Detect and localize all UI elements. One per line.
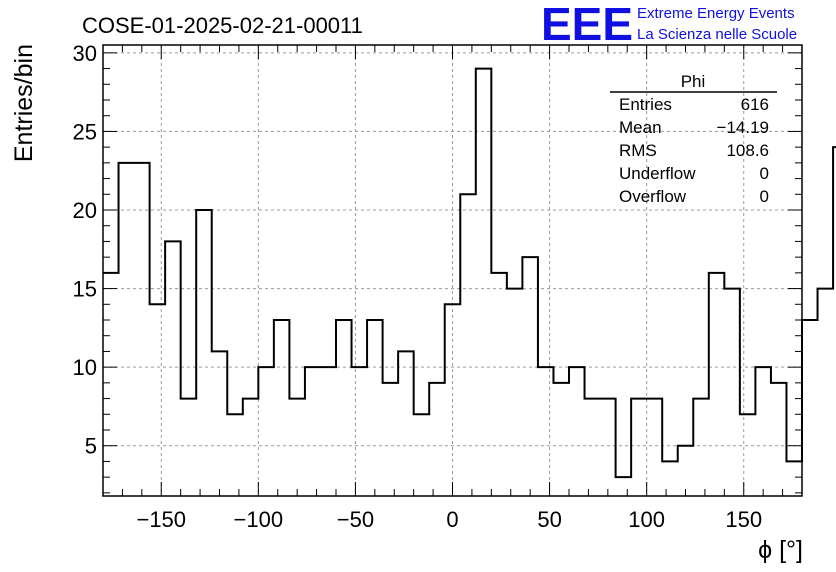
- y-tick-labels: 5 10 15 20 25 30: [73, 41, 97, 459]
- stats-value-overflow: 0: [760, 187, 769, 206]
- y-tick-label: 30: [73, 41, 97, 66]
- y-tick-label: 5: [85, 434, 97, 459]
- axis-ticks: [102, 45, 803, 496]
- y-tick-label: 10: [73, 355, 97, 380]
- stats-value-underflow: 0: [760, 164, 769, 183]
- logo-line-2: La Scienza nelle Scuole: [637, 26, 797, 43]
- stats-value-rms: 108.6: [726, 141, 769, 160]
- histogram-outline: [103, 67, 836, 479]
- x-tick-label: 150: [725, 507, 762, 532]
- plot-frame: [102, 44, 803, 497]
- stats-box: Phi Entries 616 Mean −14.19 RMS 108.6 Un…: [610, 72, 777, 206]
- stats-label-mean: Mean: [619, 118, 662, 137]
- x-tick-label: 0: [446, 507, 458, 532]
- y-axis-label: Entries/bin: [10, 44, 38, 162]
- y-tick-label: 25: [73, 119, 97, 144]
- chart-title: COSE-01-2025-02-21-00011: [82, 13, 363, 38]
- x-axis-label: ϕ [°]: [758, 536, 803, 564]
- stats-value-mean: −14.19: [717, 118, 769, 137]
- x-tick-label: −50: [337, 507, 374, 532]
- stats-label-underflow: Underflow: [619, 164, 696, 183]
- stats-title: Phi: [681, 72, 706, 91]
- x-tick-label: −100: [234, 507, 284, 532]
- logo-line-1: Extreme Energy Events: [637, 5, 795, 22]
- stats-value-entries: 616: [741, 95, 769, 114]
- eee-logo: EEE Extreme Energy Events La Scienza nel…: [541, 0, 797, 50]
- x-tick-label: 100: [628, 507, 665, 532]
- x-tick-label: −150: [136, 507, 186, 532]
- stats-label-entries: Entries: [619, 95, 672, 114]
- grid-lines: [103, 45, 802, 496]
- y-tick-label: 15: [73, 277, 97, 302]
- stats-label-overflow: Overflow: [619, 187, 687, 206]
- x-tick-label: 50: [537, 507, 561, 532]
- y-tick-label: 20: [73, 198, 97, 223]
- stats-label-rms: RMS: [619, 141, 657, 160]
- logo-mark: EEE: [541, 0, 633, 50]
- x-tick-labels: −150 −100 −50 0 50 100 150: [136, 507, 762, 532]
